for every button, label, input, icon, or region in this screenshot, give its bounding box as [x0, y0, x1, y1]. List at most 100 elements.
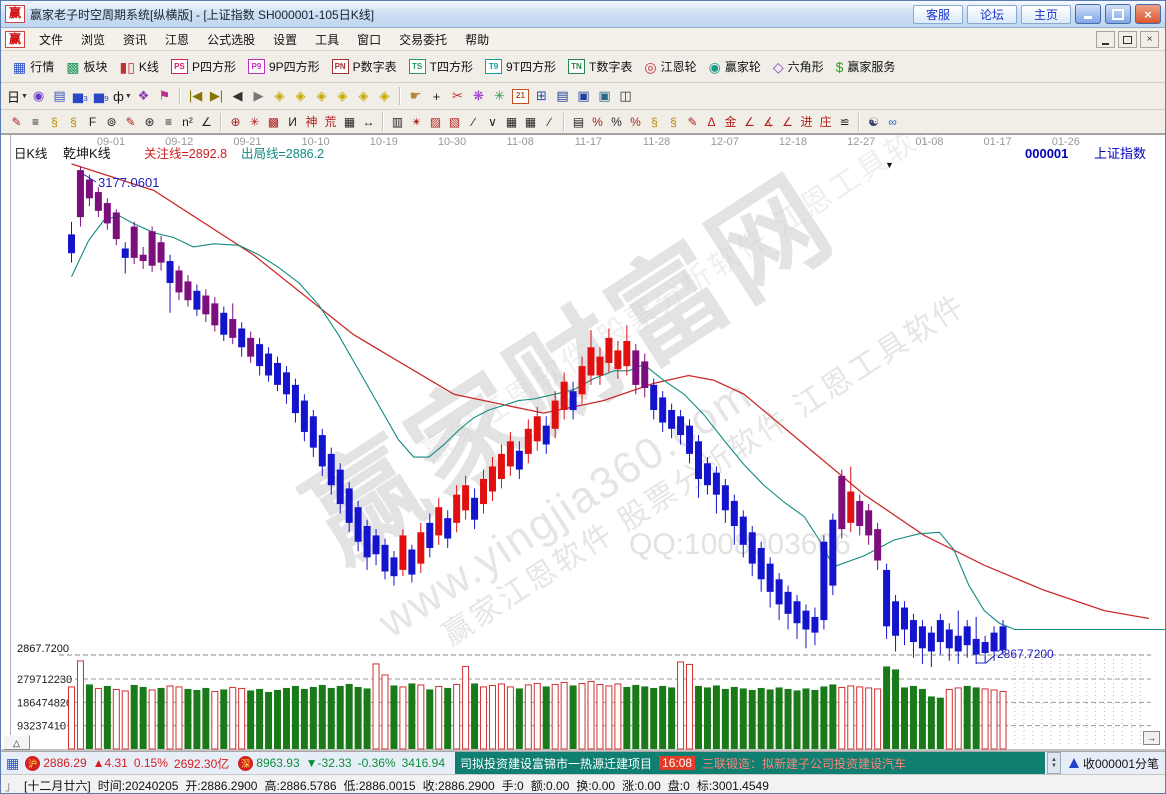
gold-under-icon[interactable]: 金 [724, 115, 737, 129]
step-back-icon[interactable]: ◀ [232, 88, 243, 103]
tool-9p-square[interactable]: P9 9P四方形 [242, 56, 326, 77]
customer-service-button[interactable]: 客服 [912, 4, 963, 24]
gold-circle-line-icon[interactable]: § [670, 114, 677, 129]
box-web-icon[interactable]: ▩ [267, 114, 280, 129]
f-angle-icon[interactable]: ∡ [763, 114, 774, 129]
menu-item-6[interactable]: 工具 [315, 32, 340, 47]
price-chart[interactable]: 赢家财富网www.yingjia360.comQQ:1008003606赢家江恩… [1, 106, 1165, 751]
panel-icon[interactable]: ▤ [572, 114, 585, 129]
diamond-v-shrink-icon[interactable]: ◈ [379, 88, 390, 103]
wave-icon[interactable]: ≌ [839, 114, 850, 129]
bars-3-icon[interactable]: ▅₃ [72, 88, 89, 103]
single-candle-icon[interactable]: ф ▼ [113, 88, 132, 104]
diamond-right-icon[interactable]: ◈ [295, 88, 306, 103]
jin-char-icon[interactable]: 进 [800, 115, 813, 129]
news-scroll-spinner[interactable]: ▲ ▼ [1046, 752, 1061, 774]
gann-char-huang-icon[interactable]: 荒 [324, 115, 337, 129]
gold-coil-2-icon[interactable]: § [70, 114, 77, 129]
homepage-button[interactable]: 主页 [1020, 4, 1071, 24]
brush-candle-icon[interactable]: ✎ [687, 114, 698, 129]
calculator-icon[interactable]: ⊞ [536, 88, 547, 103]
tool-quotes[interactable]: ▦ 行情 [7, 56, 60, 77]
tool-t-square[interactable]: TS T四方形 [403, 56, 479, 77]
notepad-icon[interactable]: ▤ [556, 88, 569, 103]
quote-grid-icon[interactable]: ▦ [6, 754, 20, 771]
sphere-icon[interactable]: ◉ [32, 88, 45, 103]
green-star-icon[interactable]: ✳ [494, 88, 505, 103]
percent-icon[interactable]: % [611, 114, 622, 129]
hatch-a-icon[interactable]: ▨ [429, 114, 442, 129]
diamond-expand-icon[interactable]: ◈ [316, 88, 327, 103]
child-restore-button[interactable] [1118, 31, 1137, 48]
star-web-icon[interactable]: ✳ [249, 114, 260, 129]
child-close-button[interactable]: × [1140, 31, 1159, 48]
gold-coil-icon[interactable]: § [51, 114, 58, 129]
tool-gann-wheel[interactable]: ◎ 江恩轮 [638, 56, 702, 77]
a-frame-icon[interactable]: Δ [707, 114, 716, 129]
menu-item-8[interactable]: 交易委托 [399, 32, 448, 47]
flag-chart-icon[interactable]: ⚑ [158, 88, 171, 103]
diamond-left-icon[interactable]: ◈ [274, 88, 285, 103]
gann-char-shen-icon[interactable]: 神 [305, 115, 318, 129]
calendar-icon[interactable]: 21 [510, 86, 531, 106]
angle-tool-icon[interactable]: ∠ [201, 114, 212, 129]
check-lines-icon[interactable]: ∨ [488, 114, 497, 129]
tool-sectors[interactable]: ▩ 板块 [60, 56, 113, 77]
restore-button[interactable] [1105, 4, 1131, 24]
time-wheel-icon[interactable]: ⊛ [144, 114, 155, 129]
gold-circle-icon[interactable]: § [651, 114, 658, 129]
slash-icon[interactable]: ∕ [472, 114, 475, 129]
child-minimize-button[interactable] [1096, 31, 1115, 48]
volume-pane-toggle-button[interactable]: △ [3, 735, 30, 750]
jump-first-icon[interactable]: |◀ [188, 88, 203, 103]
tool-9t-square[interactable]: T9 9T四方形 [479, 56, 562, 77]
tool-winner-wheel[interactable]: ◉ 赢家轮 [703, 56, 767, 77]
tool-hexagon[interactable]: ◇ 六角形 [767, 56, 830, 77]
grid-a-icon[interactable]: ▦ [505, 114, 518, 129]
menu-item-9[interactable]: 帮助 [465, 32, 490, 47]
brush-2-icon[interactable]: ✎ [125, 114, 136, 129]
menu-item-0[interactable]: 文件 [39, 32, 64, 47]
diamond-v-expand-icon[interactable]: ◈ [358, 88, 369, 103]
flower-web-icon[interactable]: ❋ [473, 88, 484, 103]
menu-item-5[interactable]: 设置 [273, 32, 298, 47]
infinity-icon[interactable]: ∞ [888, 114, 897, 129]
f-fence-icon[interactable]: F [88, 114, 97, 129]
percent-under-icon[interactable]: % [630, 114, 641, 129]
tool-t-number-table[interactable]: TN T数字表 [562, 56, 638, 77]
step-forward-icon[interactable]: ▶ [253, 88, 264, 103]
brush-icon[interactable]: ✎ [11, 114, 22, 129]
save-sync-icon[interactable]: ▣ [598, 88, 611, 103]
fence-2-icon[interactable]: ≡ [164, 114, 172, 129]
menu-item-1[interactable]: 浏览 [81, 32, 106, 47]
frame-icon[interactable]: ▥ [391, 114, 404, 129]
zhuang-char-icon[interactable]: 庄 [819, 115, 832, 129]
hatch-b-icon[interactable]: ▧ [448, 114, 461, 129]
weave-icon[interactable]: ❖ [137, 88, 150, 103]
tool-kline[interactable]: ▮▯ K线 [114, 56, 165, 77]
chart-area[interactable]: 赢家财富网www.yingjia360.comQQ:1008003606赢家江恩… [1, 106, 1165, 751]
save-icon[interactable]: ▣ [577, 88, 590, 103]
disk-icon[interactable]: ◫ [619, 88, 632, 103]
document-icon[interactable]: ▤ [53, 88, 66, 103]
tool-p-square[interactable]: PS P四方形 [165, 56, 242, 77]
slash-2-icon[interactable]: ∕ [548, 114, 551, 129]
n-squared-icon[interactable]: n² [182, 114, 193, 129]
measure-icon[interactable]: ✂ [452, 88, 463, 103]
menu-item-3[interactable]: 江恩 [165, 32, 190, 47]
period-day-icon[interactable]: 日 ▼ [7, 89, 28, 105]
close-button[interactable]: × [1135, 4, 1161, 24]
taichi-icon[interactable]: ☯ [868, 114, 879, 129]
n-quote-icon[interactable]: И [288, 114, 297, 129]
grid-123-icon[interactable]: ▦ [343, 114, 356, 129]
gold-angle-icon[interactable]: ∠ [782, 114, 793, 129]
grid-b-icon[interactable]: ▦ [524, 114, 537, 129]
crosshair-icon[interactable]: + [432, 88, 441, 104]
minimize-button[interactable] [1075, 4, 1101, 24]
tool-winner-service[interactable]: $ 赢家服务 [830, 56, 902, 77]
forum-button[interactable]: 论坛 [966, 4, 1017, 24]
circle-cross-icon[interactable]: ⊕ [230, 114, 241, 129]
jump-last-icon[interactable]: ▶| [209, 88, 224, 103]
spiral-icon[interactable]: ⊚ [106, 114, 117, 129]
percent-line-icon[interactable]: % [592, 114, 603, 129]
